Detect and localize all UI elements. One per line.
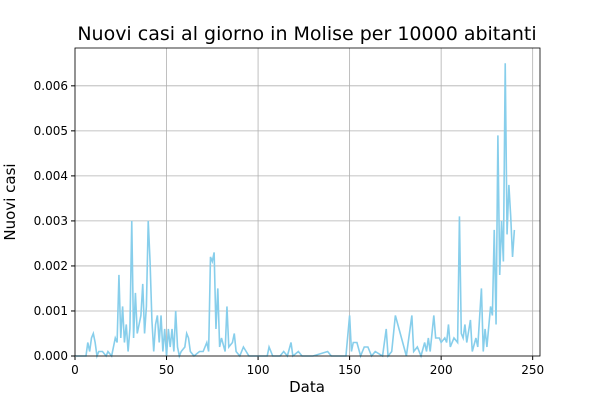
y-tick-label: 0.002 (34, 259, 68, 273)
x-tick-label: 250 (521, 363, 544, 377)
x-tick-label: 200 (430, 363, 453, 377)
y-tick-label: 0.006 (34, 79, 68, 93)
data-line (75, 63, 516, 360)
y-tick-label: 0.004 (34, 169, 68, 183)
y-tick-label: 0.003 (34, 214, 68, 228)
x-tick-label: 50 (159, 363, 174, 377)
x-tick-label: 0 (71, 363, 79, 377)
chart-title: Nuovi casi al giorno in Molise per 10000… (77, 23, 536, 45)
plot-frame (74, 47, 541, 357)
x-axis-label: Data (289, 378, 325, 396)
y-axis-label: Nuovi casi (1, 163, 19, 240)
x-tick-label: 100 (247, 363, 270, 377)
y-tick-label: 0.005 (34, 124, 68, 138)
y-tick-label: 0.000 (34, 349, 68, 363)
y-tick-label: 0.001 (34, 304, 68, 318)
x-tick-label: 150 (338, 363, 361, 377)
